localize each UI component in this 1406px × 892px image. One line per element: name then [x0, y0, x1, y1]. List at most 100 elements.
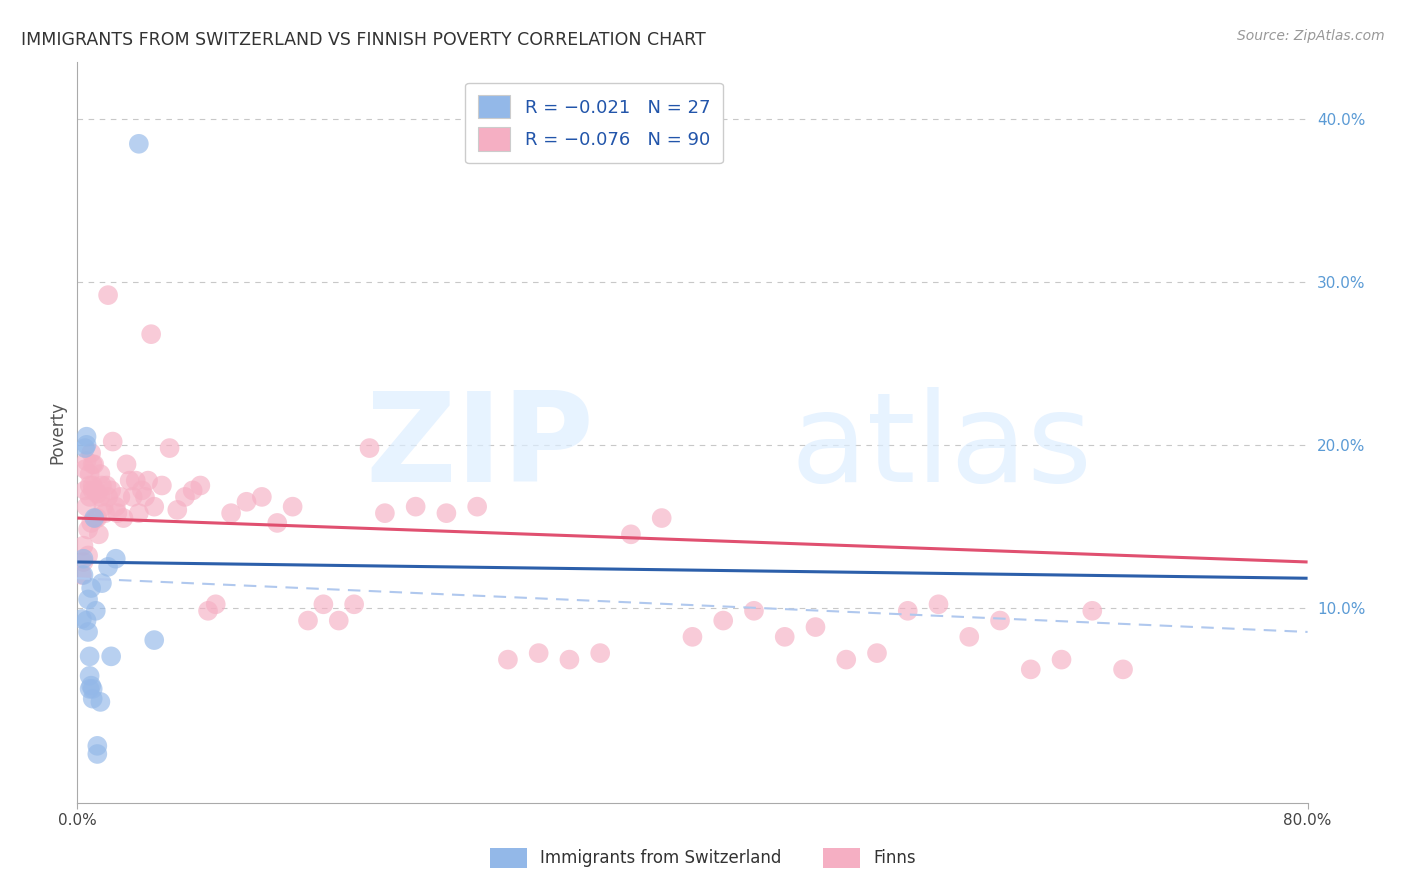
- Point: [80, 581, 103, 595]
- Point: [89, 490, 111, 504]
- Point: [77, 523, 100, 537]
- Point: [204, 597, 226, 611]
- Point: [73, 462, 96, 476]
- Text: Source: ZipAtlas.com: Source: ZipAtlas.com: [1237, 29, 1385, 43]
- Point: [136, 474, 159, 488]
- Point: [405, 500, 427, 514]
- Point: [79, 681, 101, 696]
- Point: [72, 539, 94, 553]
- Point: [76, 438, 98, 452]
- Point: [73, 483, 96, 498]
- Point: [97, 490, 120, 504]
- Point: [101, 434, 124, 449]
- Point: [897, 604, 920, 618]
- Point: [1050, 652, 1073, 666]
- Y-axis label: Poverty: Poverty: [48, 401, 66, 464]
- Point: [558, 652, 581, 666]
- Point: [79, 649, 101, 664]
- Point: [79, 478, 101, 492]
- Point: [82, 478, 104, 492]
- Point: [188, 478, 212, 492]
- Text: atlas: atlas: [792, 387, 1092, 508]
- Point: [651, 511, 673, 525]
- Point: [80, 679, 103, 693]
- Point: [89, 695, 111, 709]
- Point: [281, 500, 304, 514]
- Point: [121, 490, 143, 504]
- Point: [527, 646, 550, 660]
- Point: [76, 430, 98, 444]
- Point: [86, 739, 108, 753]
- Point: [84, 483, 107, 498]
- Point: [84, 604, 107, 618]
- Point: [866, 646, 889, 660]
- Point: [97, 559, 120, 574]
- Point: [128, 506, 150, 520]
- Point: [90, 478, 114, 492]
- Legend: Immigrants from Switzerland, Finns: Immigrants from Switzerland, Finns: [484, 841, 922, 875]
- Point: [143, 633, 166, 648]
- Point: [72, 551, 94, 566]
- Point: [79, 490, 101, 504]
- Point: [128, 136, 150, 151]
- Point: [134, 490, 156, 504]
- Point: [86, 511, 108, 525]
- Point: [87, 527, 110, 541]
- Point: [79, 467, 101, 482]
- Point: [84, 511, 107, 525]
- Point: [104, 551, 127, 566]
- Point: [143, 500, 166, 514]
- Point: [79, 669, 101, 683]
- Point: [374, 506, 396, 520]
- Point: [93, 500, 115, 514]
- Point: [77, 592, 100, 607]
- Point: [436, 506, 458, 520]
- Point: [174, 490, 197, 504]
- Point: [90, 576, 114, 591]
- Point: [100, 649, 122, 664]
- Point: [73, 441, 96, 455]
- Point: [197, 604, 219, 618]
- Point: [131, 483, 153, 498]
- Point: [86, 486, 108, 500]
- Point: [343, 597, 366, 611]
- Point: [110, 490, 132, 504]
- Point: [1112, 662, 1135, 676]
- Point: [97, 288, 120, 302]
- Point: [82, 458, 104, 472]
- Point: [125, 474, 148, 488]
- Point: [465, 500, 488, 514]
- Point: [589, 646, 612, 660]
- Point: [76, 500, 98, 514]
- Point: [70, 568, 93, 582]
- Point: [96, 478, 118, 492]
- Point: [80, 516, 103, 530]
- Point: [72, 568, 94, 582]
- Point: [112, 511, 135, 525]
- Point: [82, 483, 104, 498]
- Point: [928, 597, 950, 611]
- Point: [104, 500, 127, 514]
- Point: [82, 681, 104, 696]
- Point: [141, 327, 163, 342]
- Point: [70, 612, 93, 626]
- Point: [82, 691, 104, 706]
- Point: [86, 747, 108, 761]
- Point: [1019, 662, 1042, 676]
- Point: [94, 506, 117, 520]
- Point: [115, 458, 138, 472]
- Point: [957, 630, 980, 644]
- Point: [835, 652, 858, 666]
- Point: [100, 483, 122, 498]
- Point: [83, 458, 105, 472]
- Point: [76, 614, 98, 628]
- Point: [988, 614, 1011, 628]
- Point: [359, 441, 381, 455]
- Point: [80, 446, 103, 460]
- Point: [235, 495, 257, 509]
- Point: [328, 614, 350, 628]
- Point: [773, 630, 796, 644]
- Point: [77, 624, 100, 639]
- Point: [266, 516, 288, 530]
- Point: [105, 506, 128, 520]
